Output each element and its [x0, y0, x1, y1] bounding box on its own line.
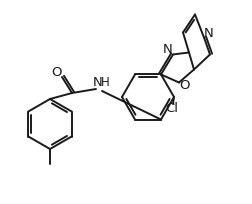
Text: Cl: Cl — [166, 102, 178, 115]
Text: H: H — [101, 75, 109, 89]
Text: N: N — [204, 27, 214, 40]
Text: N: N — [163, 43, 173, 56]
Text: O: O — [51, 67, 61, 80]
Text: N: N — [93, 75, 103, 89]
Text: O: O — [179, 79, 189, 92]
